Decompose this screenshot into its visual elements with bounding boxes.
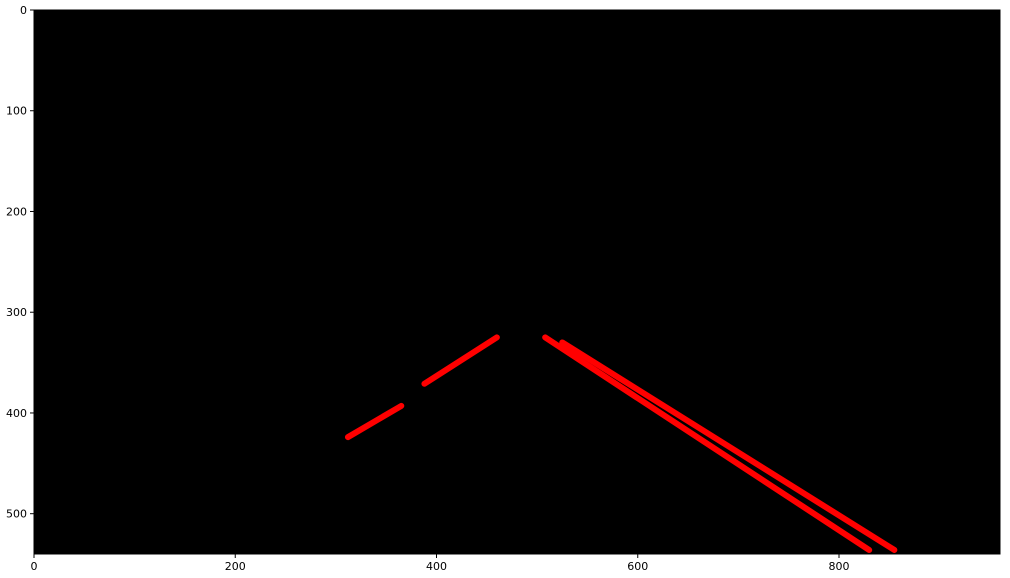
y-tick-label-0: 0: [20, 4, 27, 17]
image-background: [34, 10, 1000, 554]
x-tick-label-600: 600: [627, 560, 648, 573]
y-tick-label-100: 100: [6, 105, 27, 118]
y-tick-label-200: 200: [6, 205, 27, 218]
y-tick-label-400: 400: [6, 407, 27, 420]
lane-segment-3: [542, 334, 873, 553]
lane-segment-1: [344, 402, 405, 441]
x-tick-label-800: 800: [829, 560, 850, 573]
plot-layer: 0 200 400 600 800 0 100 200 300 400 500: [6, 4, 1001, 573]
axes-frame: [33, 9, 1001, 555]
x-tick-label-200: 200: [225, 560, 246, 573]
x-tick-label-400: 400: [426, 560, 447, 573]
x-tick-label-0: 0: [31, 560, 38, 573]
y-tick-label-300: 300: [6, 306, 27, 319]
lane-segment-2: [421, 334, 500, 387]
lane-segment-4: [559, 339, 898, 553]
y-tick-label-500: 500: [6, 508, 27, 521]
